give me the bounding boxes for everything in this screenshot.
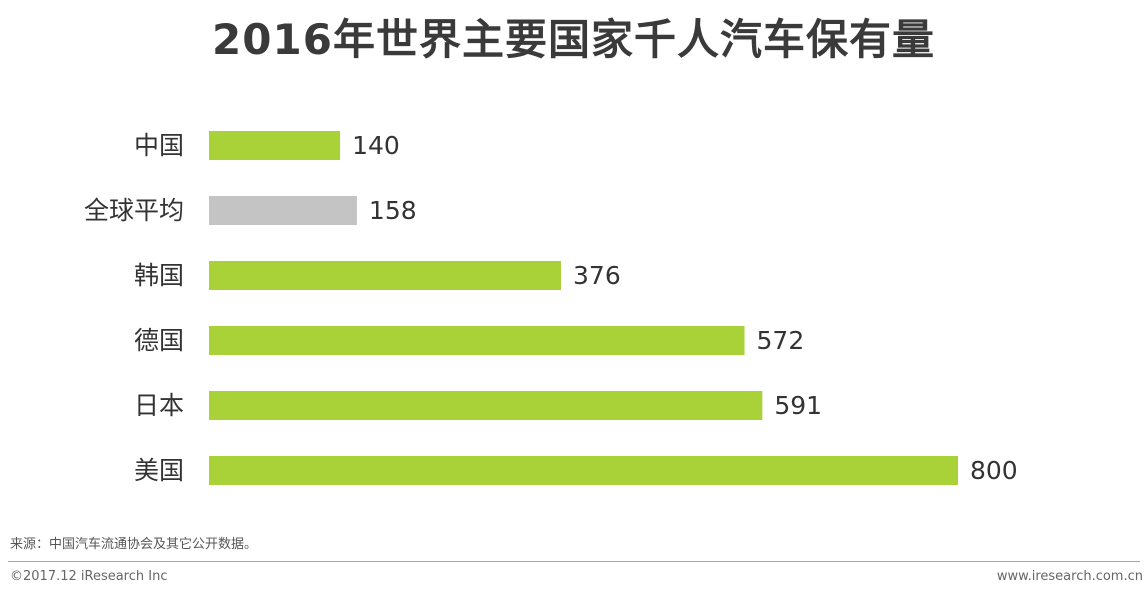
data-label: 591: [774, 391, 822, 420]
category-label: 韩国: [134, 261, 184, 290]
data-label: 800: [970, 456, 1018, 485]
category-label: 美国: [134, 456, 184, 485]
bar: [209, 261, 562, 290]
data-label: 572: [757, 326, 805, 355]
data-label: 140: [352, 131, 400, 160]
category-label: 日本: [134, 391, 184, 420]
bar: [209, 131, 341, 160]
bar: [209, 456, 958, 485]
bar: [209, 326, 745, 355]
copyright-text: ©2017.12 iResearch Inc: [10, 569, 168, 584]
bar: [209, 391, 763, 420]
bar: [209, 196, 357, 225]
data-label: 158: [369, 196, 417, 225]
chart-title: 2016年世界主要国家千人汽车保有量: [212, 15, 935, 64]
category-label: 中国: [134, 131, 184, 160]
source-note: 来源：中国汽车流通协会及其它公开数据。: [10, 537, 258, 552]
data-label: 376: [573, 261, 621, 290]
category-label: 全球平均: [84, 196, 184, 225]
bar-chart: 中国 140 全球平均 158 韩国 376 德国 572 日本 591 美国 800: [84, 131, 1018, 485]
category-label: 德国: [134, 326, 184, 355]
website-link[interactable]: www.iresearch.com.cn: [996, 569, 1143, 584]
footer-divider: [8, 561, 1140, 562]
